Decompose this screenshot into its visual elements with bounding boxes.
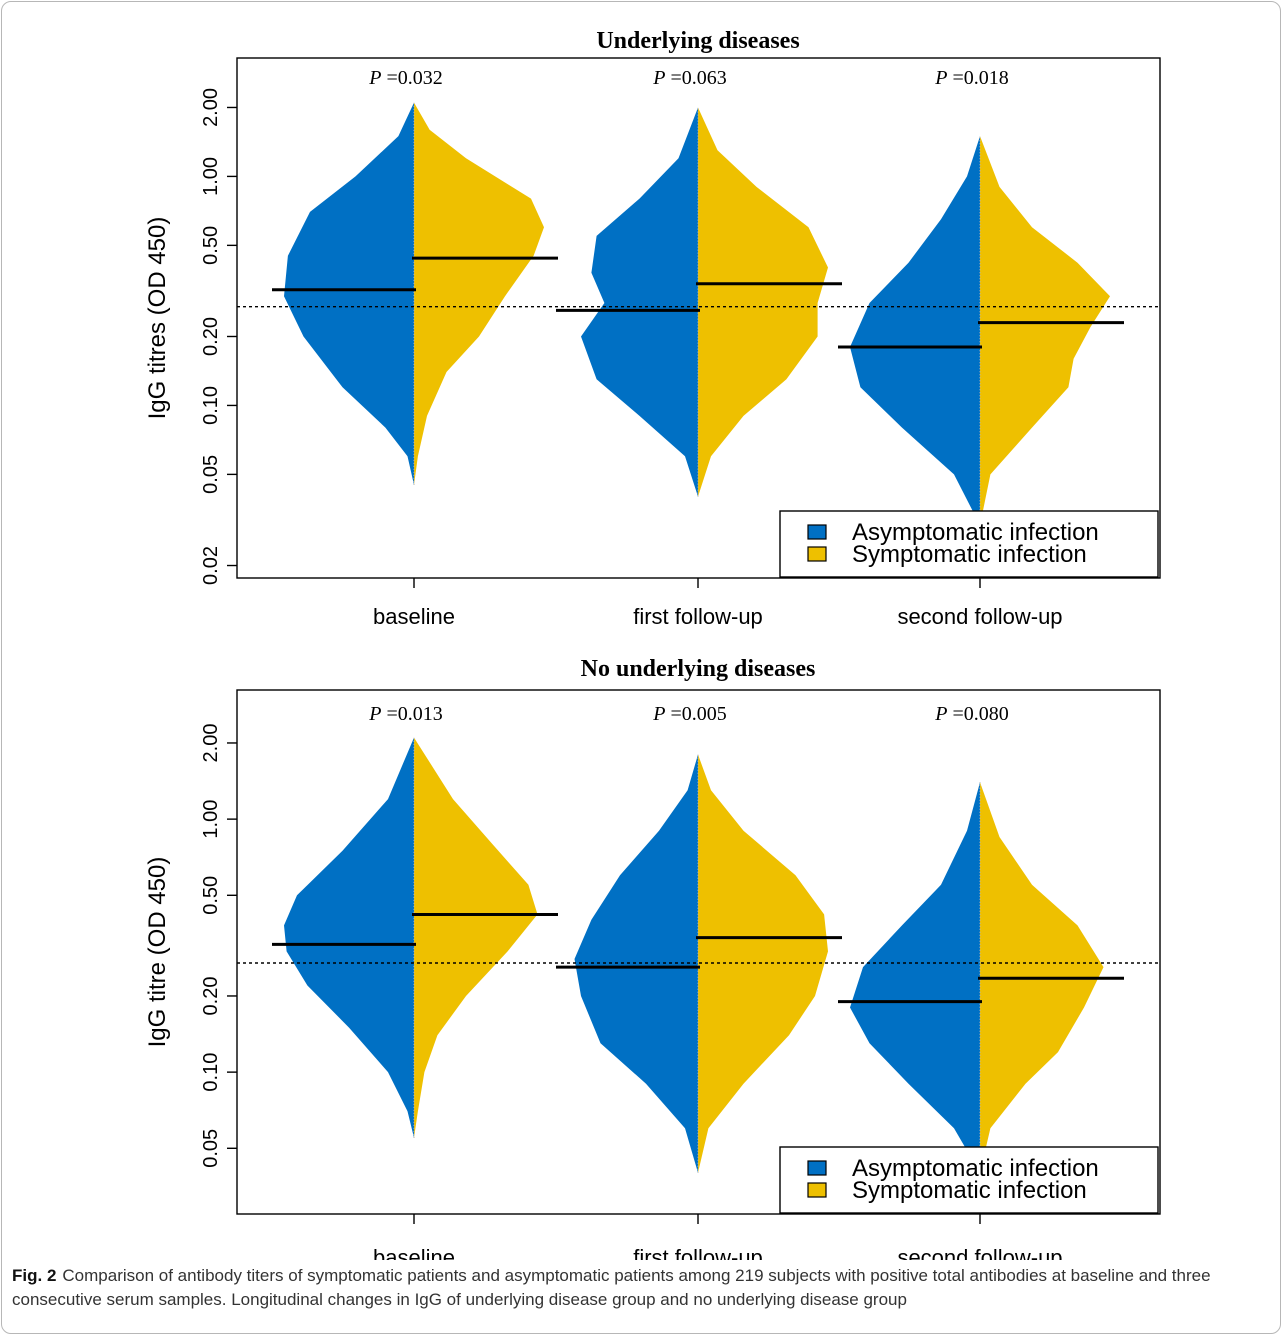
panel1-chart-title: Underlying diseases: [596, 28, 799, 54]
panel2-chart-title: No underlying diseases: [581, 656, 816, 682]
panel1-legend-label-1: Symptomatic infection: [852, 541, 1087, 568]
panel2-violin-symptomatic-1: [698, 754, 828, 1173]
panel1-x-tick-label-0: baseline: [373, 604, 455, 629]
panel2-y-axis-label: IgG titre (OD 450): [144, 857, 171, 1048]
panel2-y-tick-label-1: 0.10: [200, 1053, 222, 1092]
panel1-p-value-2: P =0.018: [934, 67, 1009, 89]
panel1-y-tick-label-5: 1.00: [200, 157, 222, 196]
caption-label: Fig. 2: [12, 1266, 57, 1285]
panel1-violin-asymptomatic-0: [284, 102, 414, 485]
panel2-p-value-0: P =0.013: [368, 703, 443, 725]
panel2-p-value-1: P =0.005: [652, 703, 727, 725]
panel1-x-tick-label-2: second follow-up: [897, 604, 1062, 629]
panel2-legend-box: [779, 1146, 1159, 1214]
panel2-violin-symptomatic-0: [414, 737, 538, 1138]
caption-text: Comparison of antibody titers of symptom…: [12, 1266, 1211, 1309]
panel2-violin-asymptomatic-2: [850, 782, 980, 1173]
panel2-x-tick-label-0: baseline: [373, 1245, 455, 1260]
panel2-y-tick-label-4: 1.00: [200, 800, 222, 839]
panel2-violin-asymptomatic-0: [284, 737, 414, 1138]
figure-caption: Fig. 2 Comparison of antibody titers of s…: [12, 1264, 1274, 1312]
panel2-x-tick-label-2: second follow-up: [897, 1245, 1062, 1260]
panel1-y-tick-label-3: 0.20: [200, 317, 222, 356]
panel1-legend-label-0: Asymptomatic infection: [852, 519, 1099, 546]
panel1-legend-box: [779, 510, 1159, 578]
panel1-legend-swatch-0: [807, 524, 827, 540]
panel1-p-value-0: P =0.032: [368, 67, 443, 89]
panel2-y-tick-label-0: 0.05: [200, 1129, 222, 1168]
panel2-p-value-2: P =0.080: [934, 703, 1009, 725]
panel1-y-axis-label: IgG titres (OD 450): [144, 217, 171, 420]
panel1-y-tick-label-0: 0.02: [200, 546, 222, 585]
panel1-y-tick-label-1: 0.05: [200, 455, 222, 494]
panel1-legend-swatch-1: [807, 546, 827, 562]
panel2-legend-label-0: Asymptomatic infection: [852, 1155, 1099, 1182]
panel2-x-tick-label-1: first follow-up: [633, 1245, 763, 1260]
panel1-violin-symptomatic-0: [414, 102, 544, 485]
panel2-violin-asymptomatic-1: [574, 754, 698, 1173]
panel1-violin-asymptomatic-2: [850, 136, 980, 526]
panel1-y-tick-label-4: 0.50: [200, 226, 222, 265]
panel2-legend-label-1: Symptomatic infection: [852, 1177, 1087, 1204]
panel1-x-tick-label-1: first follow-up: [633, 604, 763, 629]
panel2-legend-swatch-0: [807, 1160, 827, 1176]
panel1-p-value-1: P =0.063: [652, 67, 727, 89]
panel1-y-tick-label-2: 0.10: [200, 386, 222, 425]
panel2-y-tick-label-3: 0.50: [200, 876, 222, 915]
panel2-legend-swatch-1: [807, 1182, 827, 1198]
panel1-violin-symptomatic-2: [980, 136, 1110, 526]
figure-charts: P =0.032 P =0.063 P =0.018 Underlying disea…: [144, 28, 1161, 1260]
panel2-y-tick-label-5: 2.00: [200, 724, 222, 763]
panel1-y-tick-label-6: 2.00: [200, 88, 222, 127]
panel2-y-tick-label-2: 0.20: [200, 977, 222, 1016]
panel1-violin-asymptomatic-1: [581, 107, 698, 497]
panel1-violin-symptomatic-1: [698, 107, 828, 497]
